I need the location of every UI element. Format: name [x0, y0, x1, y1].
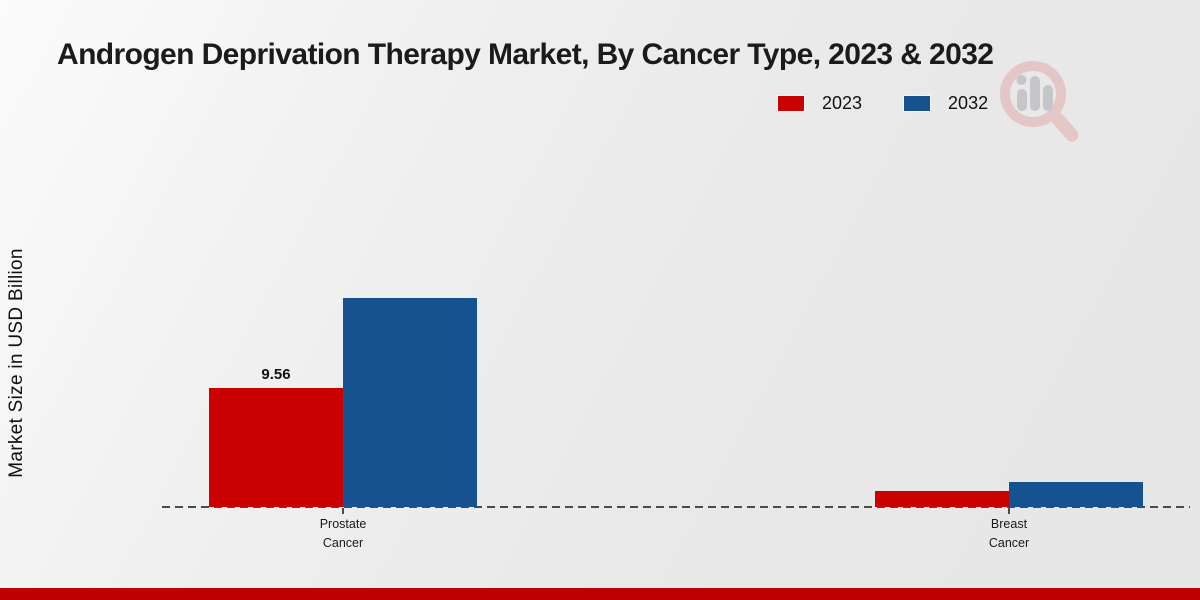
x-axis-tick: [342, 508, 344, 514]
x-axis-tick: [1008, 508, 1010, 514]
legend-swatch-2032: [904, 96, 931, 111]
chart-title: Androgen Deprivation Therapy Market, By …: [57, 38, 994, 71]
legend-label-2032: 2032: [948, 93, 989, 113]
legend-item-2023: 2023: [778, 93, 862, 114]
magnifier-bar-chart-logo: [993, 56, 1083, 148]
bar-value-label-2023: 9.56: [261, 366, 291, 383]
x-axis-baseline: [162, 506, 1190, 508]
y-axis-label: Market Size in USD Billion: [6, 248, 27, 478]
legend: 2023 2032: [778, 93, 988, 114]
x-tick-label-prostate-cancer: Prostate Cancer: [319, 517, 367, 551]
bar-2023-prostate-cancer: [209, 388, 343, 507]
legend-label-2023: 2023: [822, 93, 863, 113]
legend-swatch-2023: [778, 96, 804, 111]
bar-2032-breast-cancer: [1009, 482, 1143, 507]
x-tick-label-breast-cancer: Breast Cancer: [988, 517, 1030, 551]
bar-2032-prostate-cancer: [343, 298, 477, 507]
legend-item-2032: 2032: [904, 93, 988, 114]
footer-accent-bar: [0, 588, 1200, 600]
bar-2023-breast-cancer: [875, 491, 1009, 507]
